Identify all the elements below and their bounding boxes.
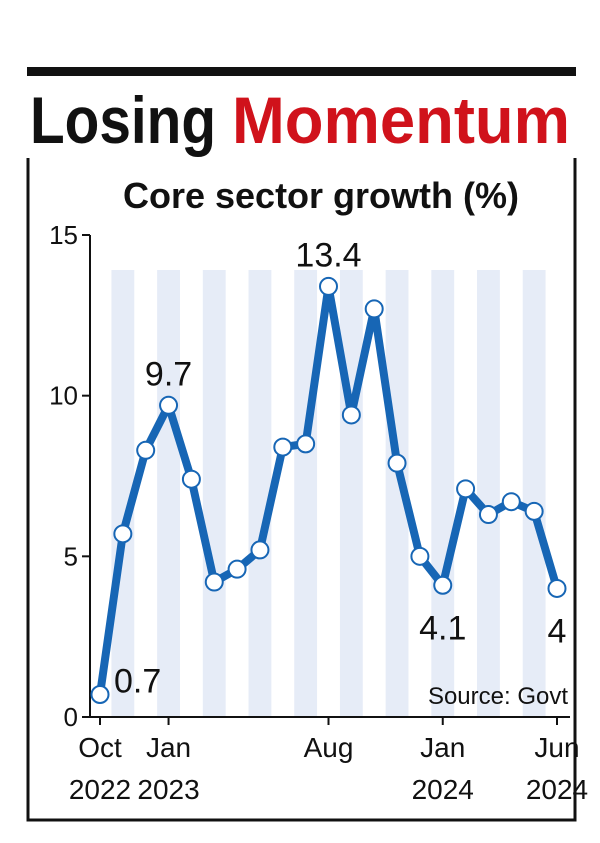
point (273, 437, 293, 457)
x-tick-label: Jan (420, 732, 465, 763)
value-label: 9.7 (145, 355, 192, 393)
column-stripe (111, 270, 135, 717)
value-label: 4.1 (419, 609, 466, 647)
x-tick-label: Aug (304, 732, 354, 763)
point (159, 395, 179, 415)
y-tick-label: 5 (64, 541, 78, 571)
point (181, 469, 201, 489)
top-bar (27, 67, 576, 76)
point (524, 501, 544, 521)
column-stripe (339, 270, 363, 717)
point (387, 453, 407, 473)
point (501, 492, 521, 512)
x-tick-year: 2022 (69, 774, 131, 805)
point (250, 540, 270, 560)
title-part: Momentum (232, 83, 570, 157)
column-stripe (522, 270, 546, 717)
column-stripe (431, 270, 455, 717)
chart-title: Losing Momentum (30, 83, 570, 157)
point (113, 524, 133, 544)
x-tick-label: Oct (78, 732, 122, 763)
point (456, 479, 476, 499)
point (478, 505, 498, 525)
x-tick-label: Jan (146, 732, 191, 763)
title-part: Losing (30, 83, 216, 157)
point (90, 685, 110, 705)
column-stripe (248, 270, 272, 717)
point (547, 578, 567, 598)
column-stripe (385, 270, 409, 717)
column-stripe (294, 270, 318, 717)
x-tick-label: Jun (534, 732, 579, 763)
point (136, 440, 156, 460)
point (433, 575, 453, 595)
column-stripe (202, 270, 226, 717)
value-label: 4 (548, 612, 567, 650)
x-tick-year: 2023 (137, 774, 199, 805)
point (341, 405, 361, 425)
point (364, 299, 384, 319)
source: Source: Govt (428, 683, 568, 710)
column-stripe (157, 270, 180, 717)
point (204, 572, 224, 592)
y-tick-label: 10 (49, 381, 78, 411)
column-stripe (477, 270, 500, 717)
point (319, 276, 338, 296)
point (227, 559, 247, 579)
frame (26, 158, 577, 822)
y-tick-label: 0 (64, 702, 78, 732)
point (296, 434, 316, 454)
y-tick-label: 15 (49, 220, 78, 250)
x-tick-year: 2024 (526, 774, 588, 805)
x-tick-year: 2024 (412, 774, 474, 805)
value-label: 0.7 (114, 663, 161, 701)
point (410, 546, 430, 566)
subtitle: Core sector growth (%) (123, 175, 519, 216)
value-label: 13.4 (295, 236, 361, 274)
